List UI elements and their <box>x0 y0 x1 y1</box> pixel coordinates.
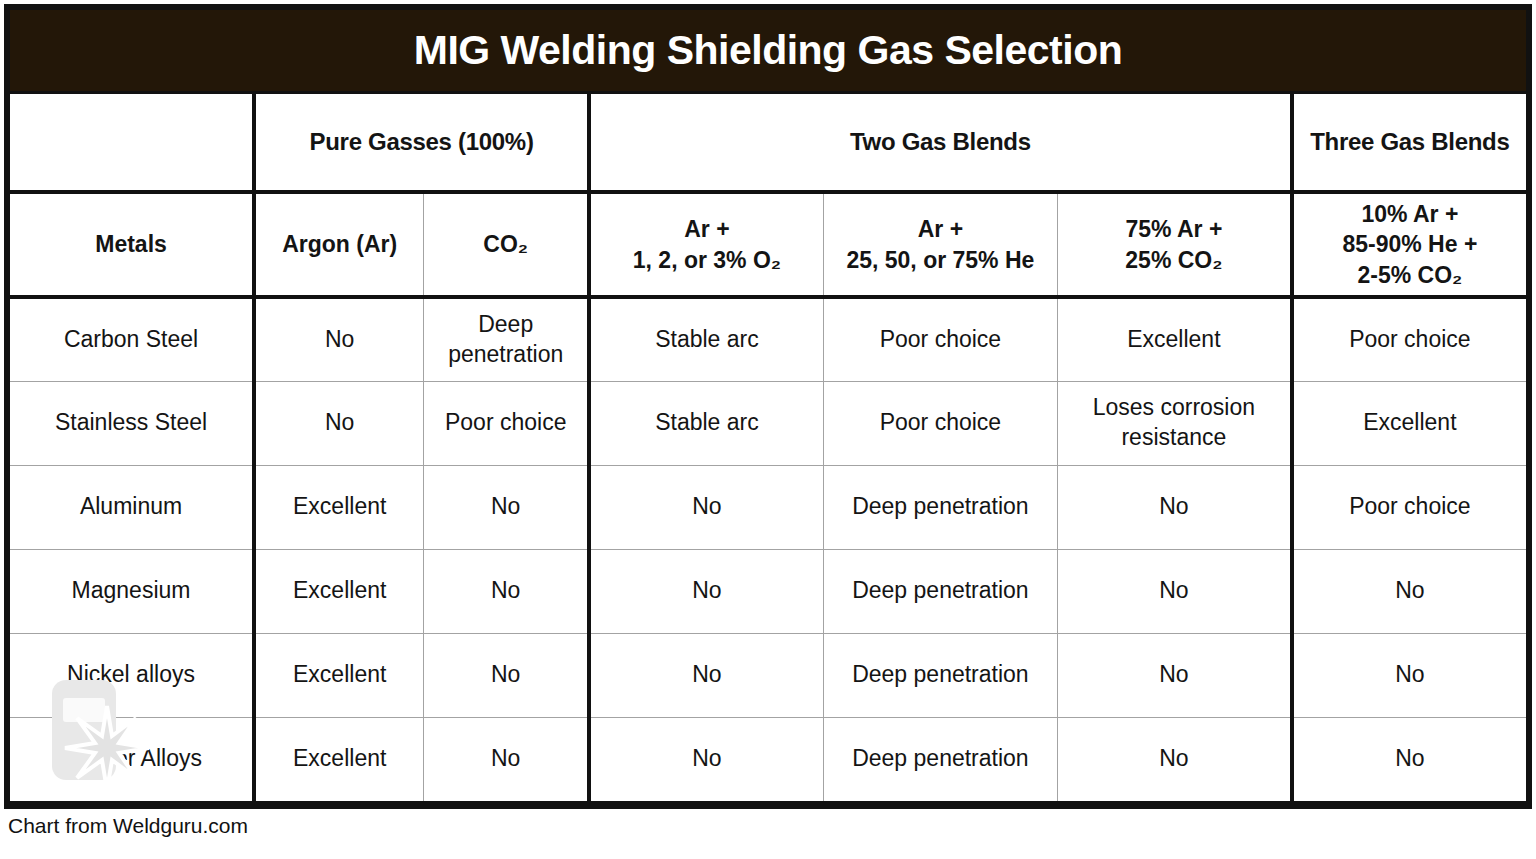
page: MIG Welding Shielding Gas Selection Pure… <box>0 0 1536 859</box>
column-header-75ar-25co2: 75% Ar + 25% CO₂ <box>1058 192 1292 297</box>
table-cell: Excellent <box>254 549 424 633</box>
table-cell: No <box>1058 717 1292 801</box>
table-cell: Stable arc <box>589 297 823 381</box>
table-cell: Loses corrosion resistance <box>1058 381 1292 465</box>
column-header-argon: Argon (Ar) <box>254 192 424 297</box>
table-cell: Poor choice <box>823 297 1057 381</box>
table-row-stainless-steel: Stainless Steel No Poor choice Stable ar… <box>10 381 1526 465</box>
table-cell: Excellent <box>254 717 424 801</box>
page-title: MIG Welding Shielding Gas Selection <box>414 27 1122 74</box>
table-cell: No <box>589 549 823 633</box>
table-cell: Excellent <box>254 633 424 717</box>
table-cell: Poor choice <box>1292 297 1526 381</box>
table-cell: No <box>589 717 823 801</box>
chart-title-bar: MIG Welding Shielding Gas Selection <box>10 10 1526 94</box>
table-cell: No <box>1292 549 1526 633</box>
table-cell: Deep penetration <box>823 717 1057 801</box>
table-cell: Excellent <box>1292 381 1526 465</box>
group-header-two-gas-blends: Two Gas Blends <box>589 94 1292 192</box>
column-header-three-gas-mix: 10% Ar + 85-90% He + 2-5% CO₂ <box>1292 192 1526 297</box>
table-cell: No <box>589 465 823 549</box>
shielding-gas-table: Pure Gasses (100%) Two Gas Blends Three … <box>10 94 1526 801</box>
table-row-magnesium: Magnesium Excellent No No Deep penetrati… <box>10 549 1526 633</box>
metal-name-cell: Magnesium <box>10 549 254 633</box>
table-row-aluminum: Aluminum Excellent No No Deep penetratio… <box>10 465 1526 549</box>
table-cell: No <box>1058 633 1292 717</box>
table-cell: No <box>1292 717 1526 801</box>
table-cell: Poor choice <box>823 381 1057 465</box>
table-cell: Deep penetration <box>823 633 1057 717</box>
column-header-row: Metals Argon (Ar) CO₂ Ar + 1, 2, or 3% O… <box>10 192 1526 297</box>
table-cell: Deep penetration <box>823 549 1057 633</box>
table-cell: No <box>1292 633 1526 717</box>
table-row-carbon-steel: Carbon Steel No Deep penetration Stable … <box>10 297 1526 381</box>
column-header-ar-o2: Ar + 1, 2, or 3% O₂ <box>589 192 823 297</box>
table-cell: Excellent <box>1058 297 1292 381</box>
table-cell: No <box>1058 549 1292 633</box>
table-cell: Excellent <box>254 465 424 549</box>
metal-name-cell: Stainless Steel <box>10 381 254 465</box>
chart-source-credit: Chart from Weldguru.com <box>8 814 1532 838</box>
group-header-three-gas-blends: Three Gas Blends <box>1292 94 1526 192</box>
table-cell: No <box>254 297 424 381</box>
metal-name-cell: Carbon Steel <box>10 297 254 381</box>
table-cell: Stable arc <box>589 381 823 465</box>
metal-name-cell: Nickel alloys <box>10 633 254 717</box>
table-cell: No <box>424 549 589 633</box>
column-header-co2: CO₂ <box>424 192 589 297</box>
metal-name-cell: Aluminum <box>10 465 254 549</box>
table-cell: Deep penetration <box>424 297 589 381</box>
table-cell: No <box>254 381 424 465</box>
gas-group-header-row: Pure Gasses (100%) Two Gas Blends Three … <box>10 94 1526 192</box>
table-cell: No <box>1058 465 1292 549</box>
table-cell: Poor choice <box>424 381 589 465</box>
column-header-ar-he: Ar + 25, 50, or 75% He <box>823 192 1057 297</box>
table-cell: No <box>424 633 589 717</box>
table-cell: No <box>424 465 589 549</box>
table-cell: Poor choice <box>1292 465 1526 549</box>
table-cell: No <box>424 717 589 801</box>
shielding-gas-chart: MIG Welding Shielding Gas Selection Pure… <box>4 4 1532 809</box>
metal-name-cell: Copper Alloys <box>10 717 254 801</box>
column-header-metals: Metals <box>10 192 254 297</box>
table-cell: Deep penetration <box>823 465 1057 549</box>
table-cell: No <box>589 633 823 717</box>
table-row-copper-alloys: Copper Alloys Excellent No No Deep penet… <box>10 717 1526 801</box>
group-header-pure-gasses: Pure Gasses (100%) <box>254 94 589 192</box>
table-row-nickel-alloys: Nickel alloys Excellent No No Deep penet… <box>10 633 1526 717</box>
empty-corner-cell <box>10 94 254 192</box>
